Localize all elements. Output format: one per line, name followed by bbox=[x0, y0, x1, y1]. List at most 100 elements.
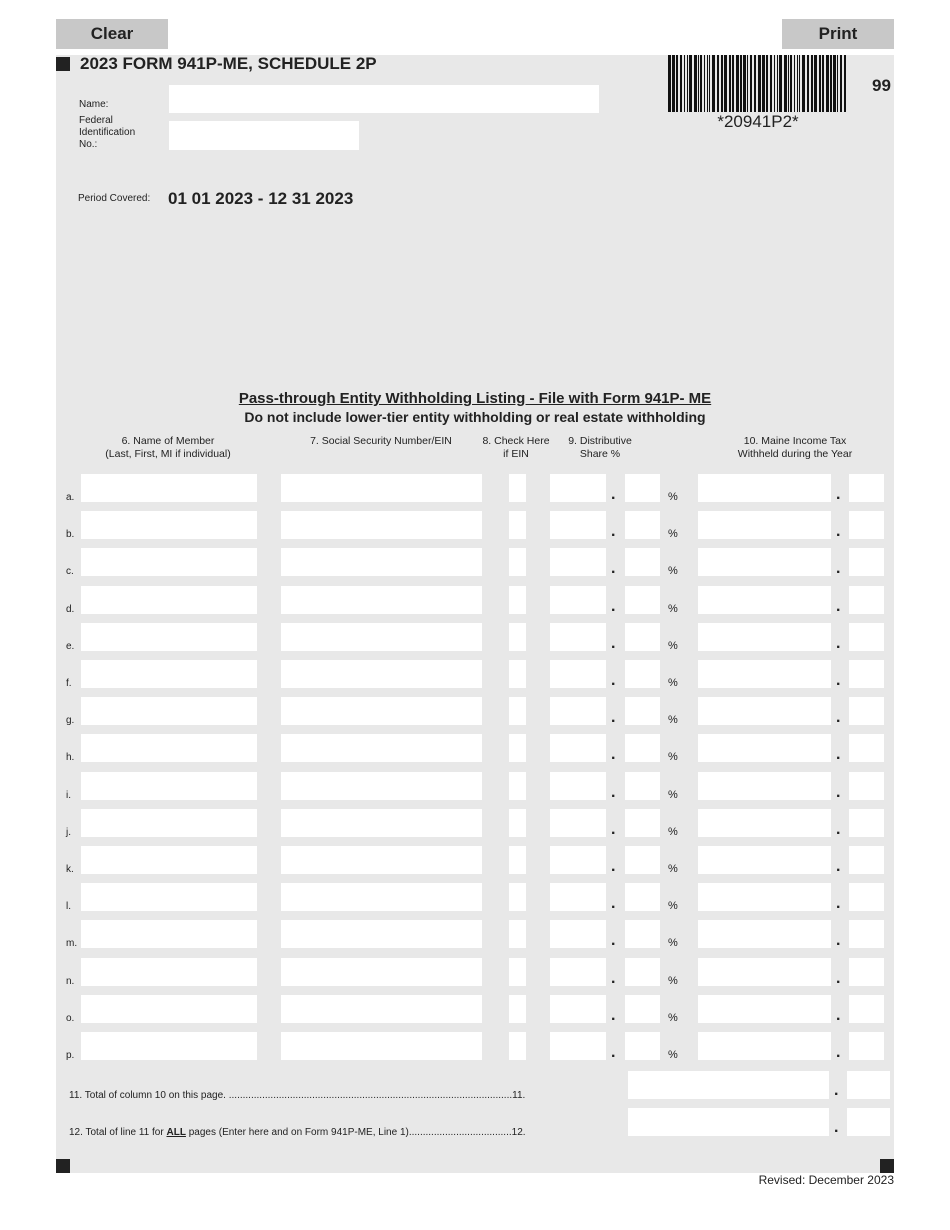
share-decimal-input[interactable] bbox=[625, 808, 660, 837]
tax-cents-input[interactable] bbox=[849, 511, 884, 540]
tax-cents-input[interactable] bbox=[849, 771, 884, 800]
member-name-input[interactable] bbox=[81, 585, 257, 614]
tax-cents-input[interactable] bbox=[849, 734, 884, 763]
share-whole-input[interactable] bbox=[550, 697, 606, 726]
member-name-input[interactable] bbox=[81, 511, 257, 540]
tax-dollars-input[interactable] bbox=[698, 474, 831, 502]
ssn-ein-input[interactable] bbox=[281, 622, 482, 651]
ein-checkbox[interactable] bbox=[509, 474, 526, 502]
ein-checkbox[interactable] bbox=[509, 511, 526, 540]
share-decimal-input[interactable] bbox=[625, 846, 660, 874]
ein-checkbox[interactable] bbox=[509, 1032, 526, 1060]
ssn-ein-input[interactable] bbox=[281, 697, 482, 726]
share-whole-input[interactable] bbox=[550, 622, 606, 651]
tax-dollars-input[interactable] bbox=[698, 920, 831, 949]
ein-checkbox[interactable] bbox=[509, 771, 526, 800]
ein-checkbox[interactable] bbox=[509, 734, 526, 763]
share-decimal-input[interactable] bbox=[625, 511, 660, 540]
share-decimal-input[interactable] bbox=[625, 771, 660, 800]
ein-checkbox[interactable] bbox=[509, 808, 526, 837]
tax-dollars-input[interactable] bbox=[698, 548, 831, 577]
share-whole-input[interactable] bbox=[550, 660, 606, 688]
tax-dollars-input[interactable] bbox=[698, 1032, 831, 1060]
tax-dollars-input[interactable] bbox=[698, 511, 831, 540]
share-whole-input[interactable] bbox=[550, 1032, 606, 1060]
share-whole-input[interactable] bbox=[550, 957, 606, 986]
tax-dollars-input[interactable] bbox=[698, 808, 831, 837]
line12-dollars-input[interactable] bbox=[628, 1108, 829, 1136]
share-whole-input[interactable] bbox=[550, 474, 606, 502]
member-name-input[interactable] bbox=[81, 660, 257, 688]
share-whole-input[interactable] bbox=[550, 808, 606, 837]
share-whole-input[interactable] bbox=[550, 511, 606, 540]
member-name-input[interactable] bbox=[81, 846, 257, 874]
ssn-ein-input[interactable] bbox=[281, 771, 482, 800]
ssn-ein-input[interactable] bbox=[281, 734, 482, 763]
tax-cents-input[interactable] bbox=[849, 697, 884, 726]
share-decimal-input[interactable] bbox=[625, 622, 660, 651]
member-name-input[interactable] bbox=[81, 920, 257, 949]
share-whole-input[interactable] bbox=[550, 734, 606, 763]
ssn-ein-input[interactable] bbox=[281, 957, 482, 986]
tax-dollars-input[interactable] bbox=[698, 771, 831, 800]
ein-checkbox[interactable] bbox=[509, 697, 526, 726]
member-name-input[interactable] bbox=[81, 697, 257, 726]
ein-checkbox[interactable] bbox=[509, 660, 526, 688]
share-decimal-input[interactable] bbox=[625, 660, 660, 688]
share-whole-input[interactable] bbox=[550, 548, 606, 577]
tax-cents-input[interactable] bbox=[849, 1032, 884, 1060]
share-whole-input[interactable] bbox=[550, 771, 606, 800]
tax-dollars-input[interactable] bbox=[698, 734, 831, 763]
share-decimal-input[interactable] bbox=[625, 883, 660, 912]
tax-cents-input[interactable] bbox=[849, 883, 884, 912]
share-decimal-input[interactable] bbox=[625, 1032, 660, 1060]
tax-cents-input[interactable] bbox=[849, 548, 884, 577]
tax-cents-input[interactable] bbox=[849, 585, 884, 614]
print-button[interactable]: Print bbox=[782, 19, 894, 49]
line11-dollars-input[interactable] bbox=[628, 1071, 829, 1099]
member-name-input[interactable] bbox=[81, 548, 257, 577]
ssn-ein-input[interactable] bbox=[281, 1032, 482, 1060]
ssn-ein-input[interactable] bbox=[281, 585, 482, 614]
share-decimal-input[interactable] bbox=[625, 920, 660, 949]
tax-cents-input[interactable] bbox=[849, 994, 884, 1023]
member-name-input[interactable] bbox=[81, 734, 257, 763]
ssn-ein-input[interactable] bbox=[281, 660, 482, 688]
tax-dollars-input[interactable] bbox=[698, 660, 831, 688]
tax-dollars-input[interactable] bbox=[698, 697, 831, 726]
share-decimal-input[interactable] bbox=[625, 474, 660, 502]
share-decimal-input[interactable] bbox=[625, 697, 660, 726]
share-decimal-input[interactable] bbox=[625, 734, 660, 763]
tax-dollars-input[interactable] bbox=[698, 957, 831, 986]
member-name-input[interactable] bbox=[81, 771, 257, 800]
member-name-input[interactable] bbox=[81, 994, 257, 1023]
ssn-ein-input[interactable] bbox=[281, 994, 482, 1023]
line12-cents-input[interactable] bbox=[847, 1108, 890, 1136]
fein-input[interactable] bbox=[169, 121, 359, 150]
member-name-input[interactable] bbox=[81, 474, 257, 502]
ssn-ein-input[interactable] bbox=[281, 474, 482, 502]
tax-cents-input[interactable] bbox=[849, 622, 884, 651]
member-name-input[interactable] bbox=[81, 622, 257, 651]
ssn-ein-input[interactable] bbox=[281, 846, 482, 874]
share-decimal-input[interactable] bbox=[625, 957, 660, 986]
share-whole-input[interactable] bbox=[550, 585, 606, 614]
member-name-input[interactable] bbox=[81, 957, 257, 986]
ssn-ein-input[interactable] bbox=[281, 511, 482, 540]
ein-checkbox[interactable] bbox=[509, 883, 526, 912]
line11-cents-input[interactable] bbox=[847, 1071, 890, 1099]
tax-dollars-input[interactable] bbox=[698, 994, 831, 1023]
tax-cents-input[interactable] bbox=[849, 846, 884, 874]
ein-checkbox[interactable] bbox=[509, 622, 526, 651]
ssn-ein-input[interactable] bbox=[281, 548, 482, 577]
share-whole-input[interactable] bbox=[550, 994, 606, 1023]
tax-cents-input[interactable] bbox=[849, 660, 884, 688]
share-whole-input[interactable] bbox=[550, 883, 606, 912]
member-name-input[interactable] bbox=[81, 883, 257, 912]
ssn-ein-input[interactable] bbox=[281, 883, 482, 912]
tax-cents-input[interactable] bbox=[849, 474, 884, 502]
ssn-ein-input[interactable] bbox=[281, 920, 482, 949]
tax-dollars-input[interactable] bbox=[698, 622, 831, 651]
name-input[interactable] bbox=[169, 85, 599, 113]
ein-checkbox[interactable] bbox=[509, 585, 526, 614]
